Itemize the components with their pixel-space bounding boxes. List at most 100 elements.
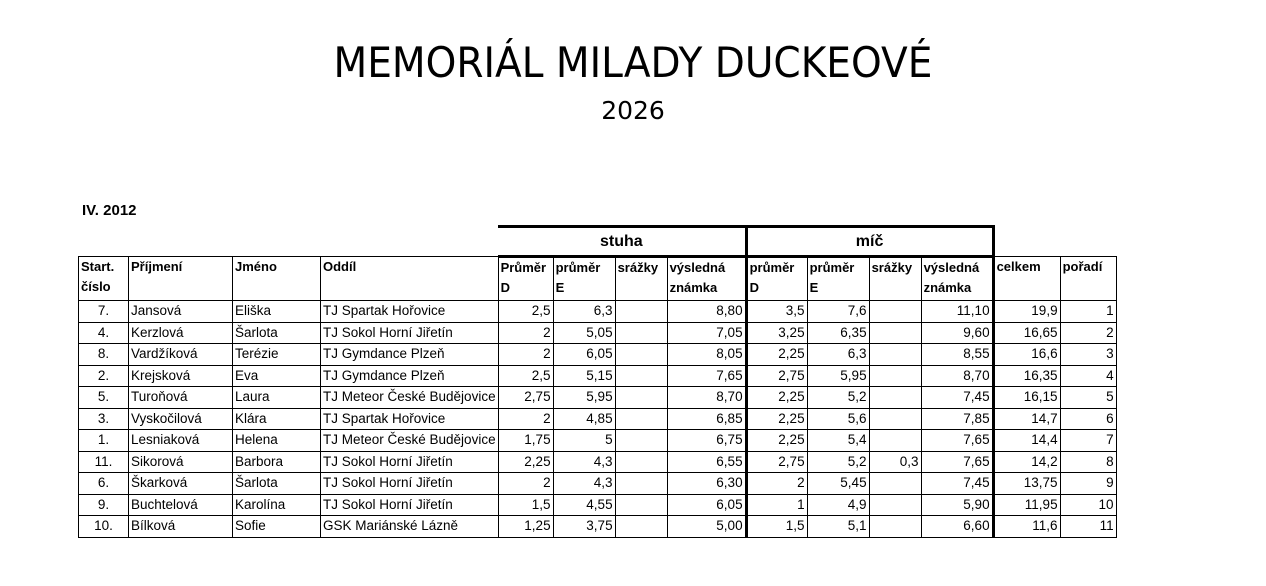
- table-cell: 6,60: [920, 515, 995, 538]
- column-header: Oddíl: [320, 256, 499, 301]
- group-header-row: stuha míč: [79, 225, 1117, 258]
- table-cell: 2: [497, 472, 554, 495]
- column-header: Průměr D: [497, 256, 554, 301]
- table-cell: 5,95: [552, 386, 616, 409]
- table-cell: 0,3: [868, 450, 922, 473]
- table-cell: 6: [1059, 407, 1117, 430]
- table-cell: Sikorová: [128, 450, 233, 473]
- table-cell: 6,85: [666, 407, 747, 430]
- table-cell: [868, 472, 922, 495]
- table-cell: 2,75: [744, 364, 808, 387]
- table-cell: 6,05: [552, 343, 616, 366]
- table-cell: 7.: [78, 300, 129, 323]
- table-cell: 8: [1059, 450, 1117, 473]
- column-header: Jméno: [232, 256, 321, 301]
- table-cell: 5,90: [920, 493, 995, 516]
- table-cell: 5: [552, 429, 616, 452]
- table-cell: TJ Spartak Hořovice: [320, 300, 499, 323]
- table-cell: [868, 407, 922, 430]
- table-cell: 16,65: [992, 321, 1061, 344]
- table-cell: 3,5: [744, 300, 808, 323]
- table-row: 8. Vardžíková Terézie TJ Gymdance Plzeň 2 6,0…: [78, 343, 1117, 366]
- table-cell: Šarlota: [232, 321, 321, 344]
- table-cell: TJ Spartak Hořovice: [320, 407, 499, 430]
- table-cell: Vardžíková: [128, 343, 233, 366]
- column-header: pořadí: [1059, 256, 1117, 301]
- table-cell: 2: [497, 343, 554, 366]
- table-row: 11. Sikorová Barbora TJ Sokol Horní Jiřetín…: [78, 450, 1117, 473]
- table-cell: 10: [1059, 493, 1117, 516]
- column-header: srážky: [614, 256, 668, 301]
- table-cell: 1,5: [744, 515, 808, 538]
- table-cell: 2,25: [744, 407, 808, 430]
- group-mic: míč: [744, 225, 995, 258]
- column-header: Příjmení: [128, 256, 233, 301]
- table-cell: 2: [744, 472, 808, 495]
- table-cell: 11,10: [920, 300, 995, 323]
- table-cell: 5.: [78, 386, 129, 409]
- table-cell: TJ Gymdance Plzeň: [320, 364, 499, 387]
- table-cell: 7,05: [666, 321, 747, 344]
- table-cell: 5,4: [806, 429, 870, 452]
- table-row: 3. Vyskočilová Klára TJ Spartak Hořovice 2 4,…: [78, 407, 1117, 430]
- column-header: celkem: [992, 256, 1061, 301]
- table-cell: Vyskočilová: [128, 407, 233, 430]
- table-cell: 16,6: [992, 343, 1061, 366]
- table-row: 10. Bílková Sofie GSK Mariánské Lázně 1,25 3,…: [78, 515, 1117, 538]
- table-cell: 9,60: [920, 321, 995, 344]
- table-cell: 1,75: [497, 429, 554, 452]
- table-cell: 4,9: [806, 493, 870, 516]
- table-cell: 2: [497, 407, 554, 430]
- table-cell: 4,3: [552, 450, 616, 473]
- table-cell: 4,85: [552, 407, 616, 430]
- table-cell: 7,45: [920, 386, 995, 409]
- results-table: stuha míč Start. číslo Příjmení Jméno Oddíl…: [78, 225, 1117, 538]
- table-cell: 5,95: [806, 364, 870, 387]
- table-cell: 1: [1059, 300, 1117, 323]
- table-cell: Karolína: [232, 493, 321, 516]
- table-cell: TJ Meteor České Budějovice: [320, 429, 499, 452]
- table-cell: [614, 407, 668, 430]
- table-cell: 7,65: [920, 429, 995, 452]
- table-cell: 9.: [78, 493, 129, 516]
- table-cell: 7,85: [920, 407, 995, 430]
- table-cell: [868, 343, 922, 366]
- table-cell: Kerzlová: [128, 321, 233, 344]
- table-cell: 6,30: [666, 472, 747, 495]
- column-header: průměr E: [806, 256, 870, 301]
- table-cell: 4,3: [552, 472, 616, 495]
- table-cell: 1: [744, 493, 808, 516]
- table-cell: TJ Gymdance Plzeň: [320, 343, 499, 366]
- table-cell: 8.: [78, 343, 129, 366]
- table-cell: 8,70: [920, 364, 995, 387]
- table-cell: 7,65: [920, 450, 995, 473]
- table-cell: 8,80: [666, 300, 747, 323]
- table-cell: TJ Sokol Horní Jiřetín: [320, 472, 499, 495]
- table-cell: Turoňová: [128, 386, 233, 409]
- table-cell: 14,2: [992, 450, 1061, 473]
- table-cell: Šarlota: [232, 472, 321, 495]
- table-cell: 5,45: [806, 472, 870, 495]
- table-cell: [868, 515, 922, 538]
- table-cell: 1.: [78, 429, 129, 452]
- table-cell: 2,75: [497, 386, 554, 409]
- table-cell: 5,2: [806, 386, 870, 409]
- table-row: 4. Kerzlová Šarlota TJ Sokol Horní Jiřetín 2…: [78, 321, 1117, 344]
- table-cell: [868, 493, 922, 516]
- table-row: 9. Buchtelová Karolína TJ Sokol Horní Jiřet…: [78, 493, 1117, 516]
- table-cell: Jansová: [128, 300, 233, 323]
- table-cell: Barbora: [232, 450, 321, 473]
- column-header: výsledná známka: [666, 256, 747, 301]
- column-header: průměr E: [552, 256, 616, 301]
- table-cell: 6.: [78, 472, 129, 495]
- table-cell: Laura: [232, 386, 321, 409]
- table-cell: 3: [1059, 343, 1117, 366]
- table-cell: 5,2: [806, 450, 870, 473]
- table-cell: 13,75: [992, 472, 1061, 495]
- table-cell: [614, 493, 668, 516]
- table-cell: 4,55: [552, 493, 616, 516]
- table-cell: 11,95: [992, 493, 1061, 516]
- table-cell: GSK Mariánské Lázně: [320, 515, 499, 538]
- table-cell: 2: [497, 321, 554, 344]
- table-row: 2. Krejsková Eva TJ Gymdance Plzeň 2,5 5,15 7,…: [78, 364, 1117, 387]
